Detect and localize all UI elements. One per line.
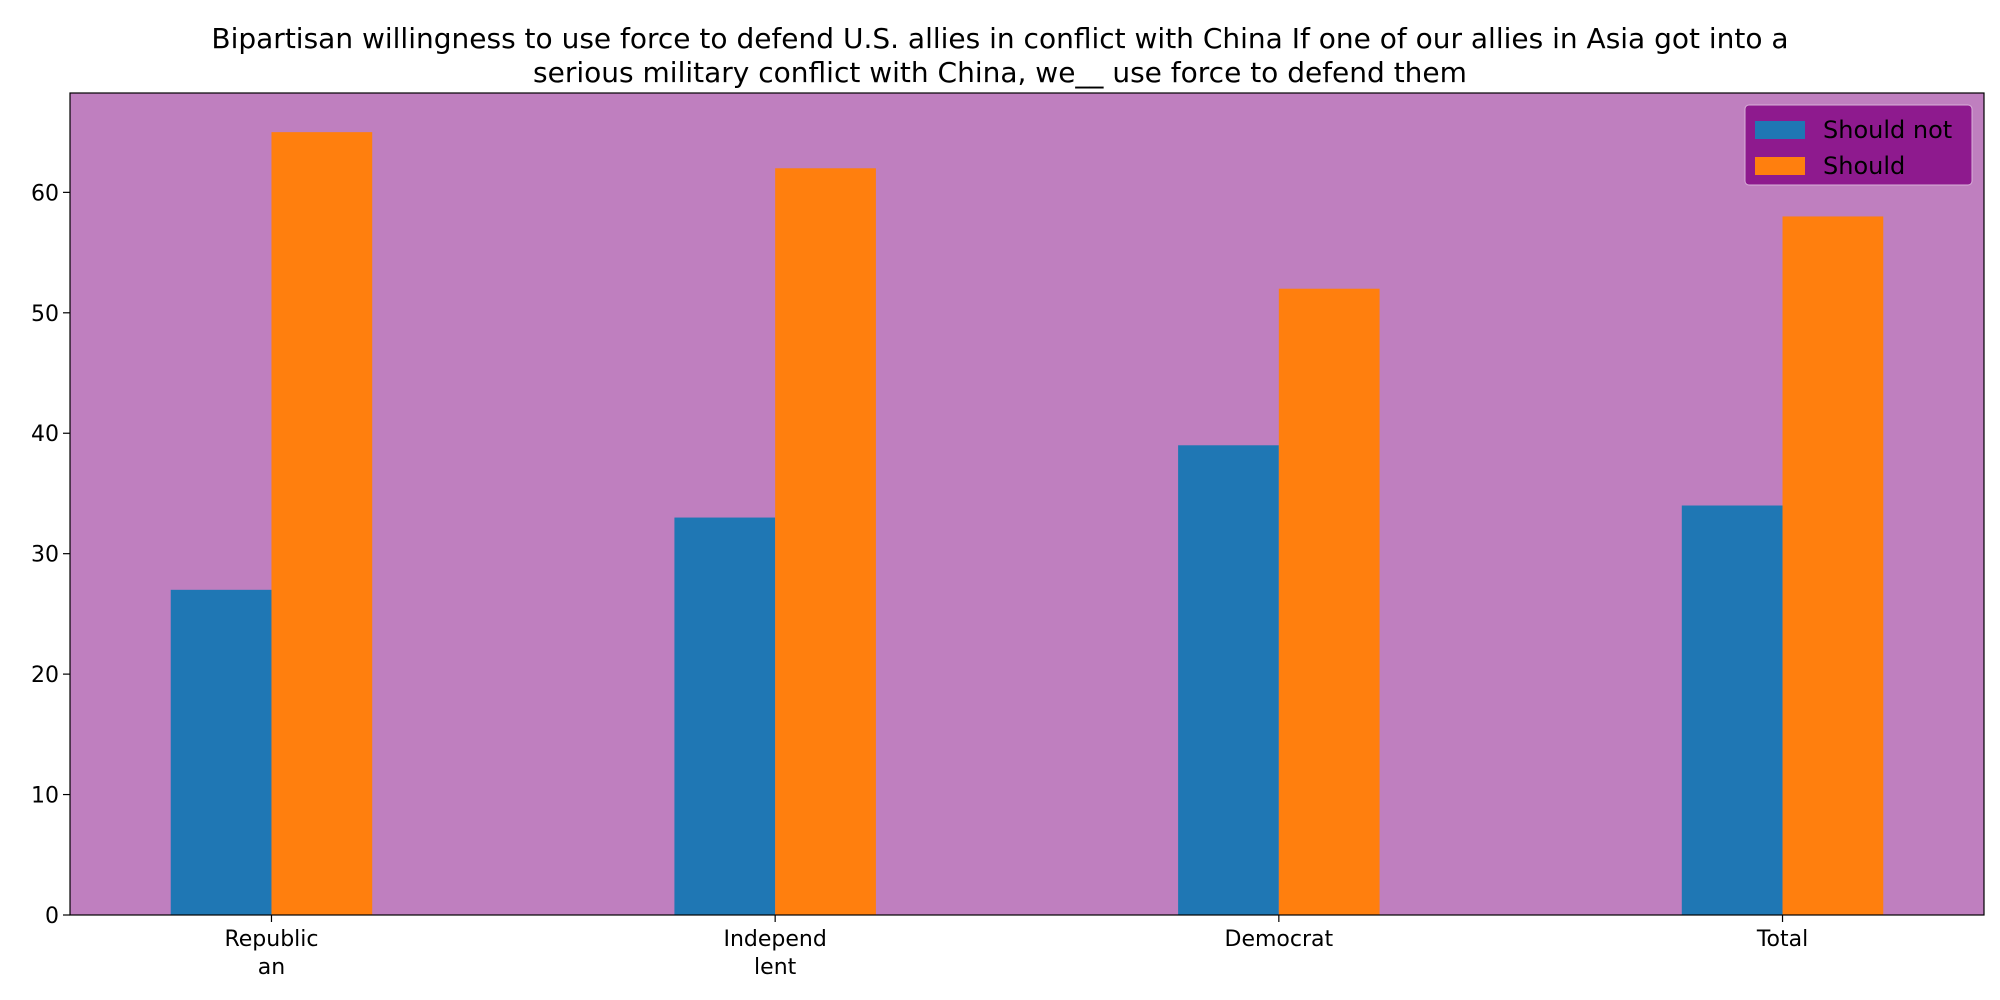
x-tick-label: lent (754, 955, 797, 980)
legend-swatch-should (1755, 157, 1805, 175)
legend-label-should: Should (1823, 152, 1905, 180)
y-tick-label: 30 (31, 543, 59, 568)
x-tick-label: Total (1756, 927, 1808, 952)
legend: Should not Should (1744, 104, 1973, 186)
bar-should-not-3 (1681, 505, 1783, 915)
bar-should-1 (775, 168, 876, 915)
bar-should-2 (1278, 288, 1380, 915)
y-tick-label: 20 (31, 663, 59, 688)
bar-should-0 (271, 132, 373, 916)
y-tick-label: 50 (31, 302, 59, 327)
bar-should-not-0 (170, 589, 272, 915)
x-tick-label: Independ (723, 927, 826, 952)
bar-should-not-2 (1178, 445, 1279, 915)
chart-title-line-2: serious military conflict with China, we… (533, 56, 1467, 89)
bar-should-not-1 (674, 517, 776, 915)
y-tick-label: 60 (31, 181, 59, 206)
legend-label-should-not: Should not (1823, 116, 1952, 144)
y-tick-label: 40 (31, 422, 59, 447)
y-tick-label: 0 (45, 904, 59, 929)
x-tick-label: an (258, 955, 285, 980)
x-tick-label: Democrat (1225, 927, 1334, 952)
legend-swatch-should-not (1755, 121, 1805, 139)
plot-background (70, 93, 1984, 915)
bar-should-3 (1782, 216, 1884, 915)
chart-title-line-1: Bipartisan willingness to use force to d… (211, 22, 1788, 55)
plot-frame (69, 92, 1985, 916)
plot-area: 0 10 20 30 40 50 60 Republic an Independ lent Democ… (31, 92, 1985, 980)
y-tick-label: 10 (31, 784, 59, 809)
x-tick-label: Republic (224, 927, 318, 952)
